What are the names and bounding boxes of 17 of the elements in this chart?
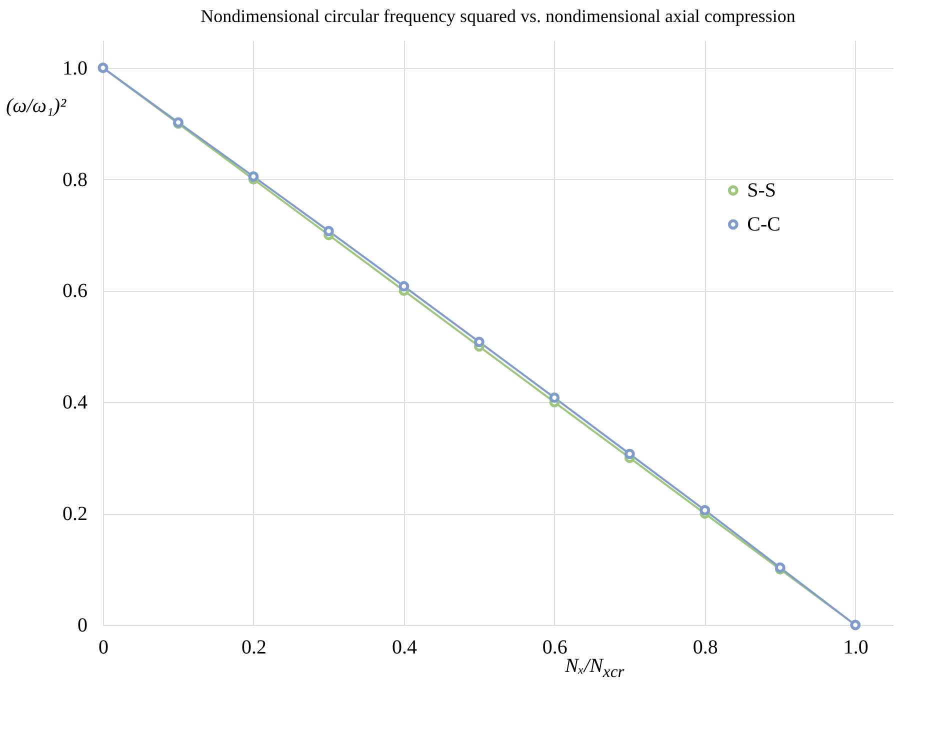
x-tick-label: 0	[98, 636, 108, 658]
x-tick-label: 0.4	[392, 636, 417, 658]
x-tick-label: 0.6	[542, 636, 568, 658]
x-tick-label: 0.2	[241, 636, 266, 658]
x-axis-title: Nₓ/N$_{xcr}$	[565, 655, 624, 682]
chart-title: Nondimensional circular frequency squared vs. nondimensional axial compression	[200, 6, 796, 26]
y-tick-label: 0	[78, 614, 88, 636]
y-tick-label: 0.8	[62, 168, 88, 191]
x-tick-label: 1.0	[843, 636, 868, 658]
y-axis-title: (ω/ω₁)²	[6, 95, 66, 118]
legend-label: C-C	[747, 213, 780, 236]
legend-label: S-S	[747, 179, 776, 202]
y-tick-label: 1.0	[62, 57, 88, 80]
x-tick-label: 0.8	[692, 636, 718, 658]
y-tick-label: 0.6	[62, 280, 88, 302]
y-tick-label: 0.4	[62, 392, 88, 414]
y-tick-label: 0.2	[62, 503, 88, 526]
